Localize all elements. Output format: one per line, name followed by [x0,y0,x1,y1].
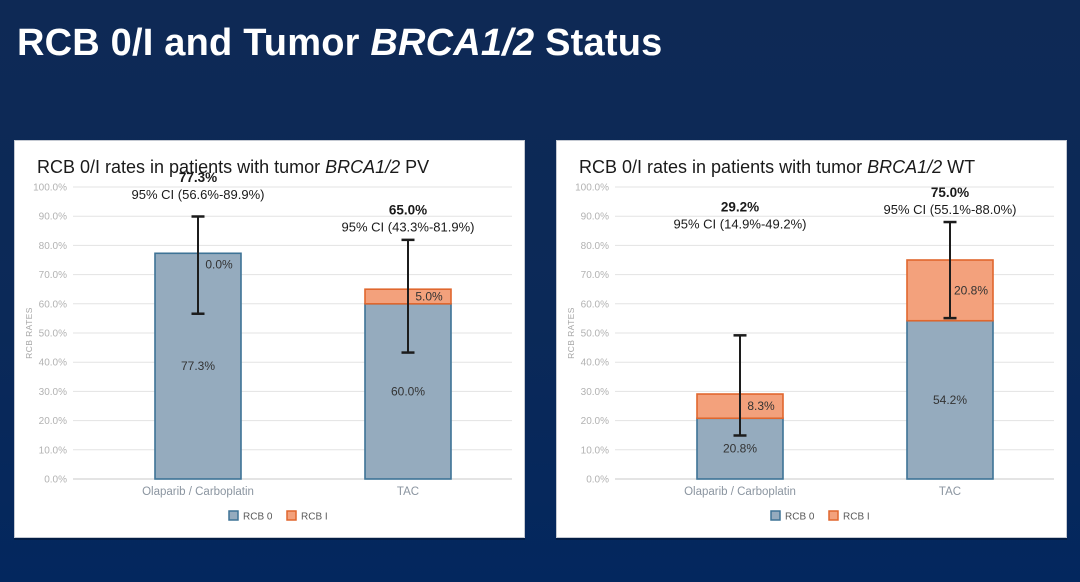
y-axis-tick-label: 90.0% [581,212,609,223]
annotation-ci: 95% CI (43.3%-81.9%) [342,219,475,234]
category-label: TAC [939,486,961,498]
chart-brca-wt: RCB 0/I rates in patients with tumor BRC… [566,157,1054,523]
y-axis-tick-label: 30.0% [581,387,609,398]
slide-title-gene-italic: BRCA1/2 [370,22,535,64]
y-axis-tick-label: 100.0% [575,183,609,194]
y-axis-title: RCB RATES [566,307,576,359]
y-axis-tick-label: 70.0% [39,270,67,281]
slide-title: RCB 0/I and Tumor BRCA1/2 Status [17,22,662,65]
bar-label-rcb1: 5.0% [415,290,443,304]
category-label: Olaparib / Carboplatin [684,486,796,498]
chart-title: RCB 0/I rates in patients with tumor BRC… [37,157,429,177]
bar-label-rcb0: 20.8% [723,442,757,456]
category-label: Olaparib / Carboplatin [142,486,254,498]
bar-label-rcb0: 54.2% [933,393,967,407]
chart-panel-brca-wt: RCB 0/I rates in patients with tumor BRC… [556,140,1067,538]
chart-brca-pv: RCB 0/I rates in patients with tumor BRC… [24,157,512,523]
y-axis-tick-label: 20.0% [581,416,609,427]
y-axis-tick-label: 80.0% [39,241,67,252]
y-axis-tick-label: 40.0% [39,358,67,369]
legend-label-rcb0: RCB 0 [243,512,273,523]
legend-swatch-rcb1 [286,510,297,521]
chart-panel-brca-pv: RCB 0/I rates in patients with tumor BRC… [14,140,525,538]
legend-swatch-rcb0 [228,510,239,521]
annotation-total: 75.0% [931,185,969,200]
y-axis-tick-label: 60.0% [581,299,609,310]
legend-label-rcb1: RCB I [843,512,870,523]
annotation-total: 29.2% [721,199,759,214]
y-axis-tick-label: 70.0% [581,270,609,281]
y-axis-tick-label: 50.0% [581,329,609,340]
bar-segment-rcb0 [906,319,994,480]
chart-title: RCB 0/I rates in patients with tumor BRC… [579,157,975,177]
y-axis-tick-label: 0.0% [44,475,67,486]
annotation-ci: 95% CI (56.6%-89.9%) [132,187,265,202]
y-axis-title: RCB RATES [24,307,34,359]
bar-label-rcb1: 8.3% [747,399,775,413]
y-axis-tick-label: 90.0% [39,212,67,223]
legend-swatch-rcb0 [770,510,781,521]
annotation-ci: 95% CI (55.1%-88.0%) [884,202,1017,217]
bar-label-rcb1: 0.0% [205,257,233,271]
y-axis-tick-label: 50.0% [39,329,67,340]
y-axis-tick-label: 40.0% [581,358,609,369]
y-axis-tick-label: 100.0% [33,183,67,194]
y-axis-tick-label: 0.0% [586,475,609,486]
annotation-total: 77.3% [179,170,217,185]
y-axis-tick-label: 10.0% [581,445,609,456]
annotation-ci: 95% CI (14.9%-49.2%) [674,216,807,231]
y-axis-tick-label: 60.0% [39,299,67,310]
slide-title-prefix: RCB 0/I and Tumor [17,22,371,64]
legend-label-rcb0: RCB 0 [785,512,815,523]
y-axis-tick-label: 20.0% [39,416,67,427]
bar-label-rcb0: 77.3% [181,359,215,373]
category-label: TAC [397,486,419,498]
bar-label-rcb1: 20.8% [954,283,988,297]
y-axis-tick-label: 80.0% [581,241,609,252]
legend-label-rcb1: RCB I [301,512,328,523]
legend-swatch-rcb1 [828,510,839,521]
annotation-total: 65.0% [389,202,427,217]
slide-title-suffix: Status [534,22,663,64]
bar-label-rcb0: 60.0% [391,384,425,398]
y-axis-tick-label: 30.0% [39,387,67,398]
y-axis-tick-label: 10.0% [39,445,67,456]
